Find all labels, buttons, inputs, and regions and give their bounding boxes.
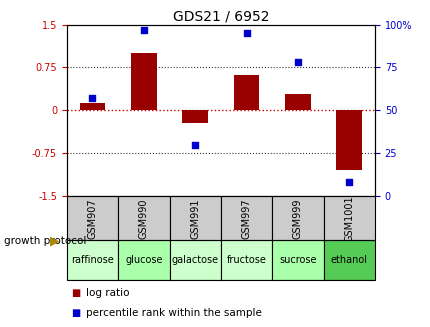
Bar [182,110,208,123]
Bar [336,110,361,170]
Text: raffinose: raffinose [71,255,114,265]
Bar [272,240,323,280]
Bar [233,75,259,110]
Bar [220,240,272,280]
Title: GDS21 / 6952: GDS21 / 6952 [172,9,268,23]
Text: GSM1001: GSM1001 [344,195,353,242]
Bar [118,196,169,240]
Point [243,30,249,36]
Point [294,60,301,65]
Text: growth protocol: growth protocol [4,236,86,246]
Text: galactose: galactose [171,255,218,265]
Text: GSM997: GSM997 [241,198,251,239]
Text: ethanol: ethanol [330,255,367,265]
Point [140,27,147,32]
Text: ■: ■ [71,308,80,318]
Bar [284,94,310,110]
Bar [272,196,323,240]
Point [89,96,96,101]
Bar [169,196,220,240]
Bar [118,240,169,280]
Text: GSM907: GSM907 [87,198,97,239]
Text: GSM991: GSM991 [190,198,200,238]
Text: ■: ■ [71,288,80,298]
Text: fructose: fructose [226,255,266,265]
Bar [67,240,118,280]
Text: glucose: glucose [125,255,162,265]
Bar [323,240,374,280]
Bar [131,53,157,110]
Text: percentile rank within the sample: percentile rank within the sample [86,308,261,318]
Text: ▶: ▶ [49,234,59,247]
Text: sucrose: sucrose [279,255,316,265]
Point [345,180,352,185]
Bar [220,196,272,240]
Bar [323,196,374,240]
Bar [80,103,105,110]
Text: GSM999: GSM999 [292,198,302,238]
Bar [67,196,118,240]
Text: log ratio: log ratio [86,288,129,298]
Bar [169,240,220,280]
Text: GSM990: GSM990 [138,198,148,238]
Point [191,142,198,147]
